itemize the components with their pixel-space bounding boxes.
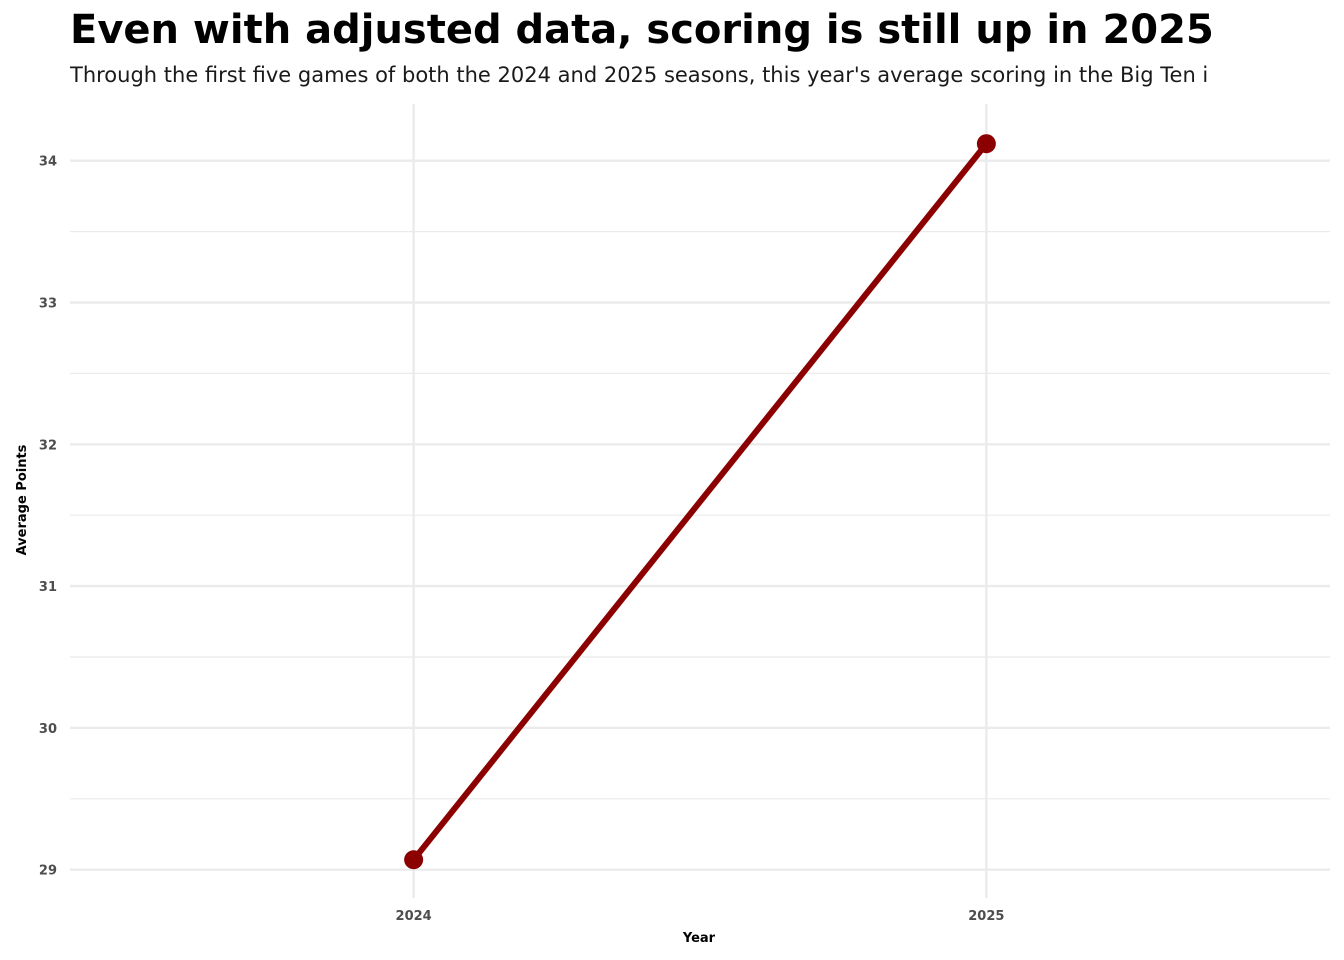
major-gridlines [70,104,1330,898]
minor-gridlines [70,231,1330,800]
y-axis-ticks: 29 30 31 32 33 34 [39,155,57,879]
y-tick-label: 33 [39,297,57,312]
chart-title: Even with adjusted data, scoring is stil… [70,7,1214,53]
y-tick-label: 30 [39,722,57,737]
y-tick-label: 32 [39,438,57,453]
y-tick-label: 29 [39,864,57,879]
series-group [404,134,996,870]
y-tick-label: 34 [39,155,57,170]
data-point [976,134,996,154]
series-line [411,141,989,862]
x-axis-title: Year [682,931,716,946]
x-axis-ticks: 2024 2025 [396,909,1005,924]
y-tick-label: 31 [39,580,57,595]
chart-subtitle: Through the first five games of both the… [70,63,1209,87]
x-tick-label: 2024 [396,909,432,924]
x-tick-label: 2025 [968,909,1004,924]
y-axis-title: Average Points [15,444,30,555]
data-point [404,850,424,870]
